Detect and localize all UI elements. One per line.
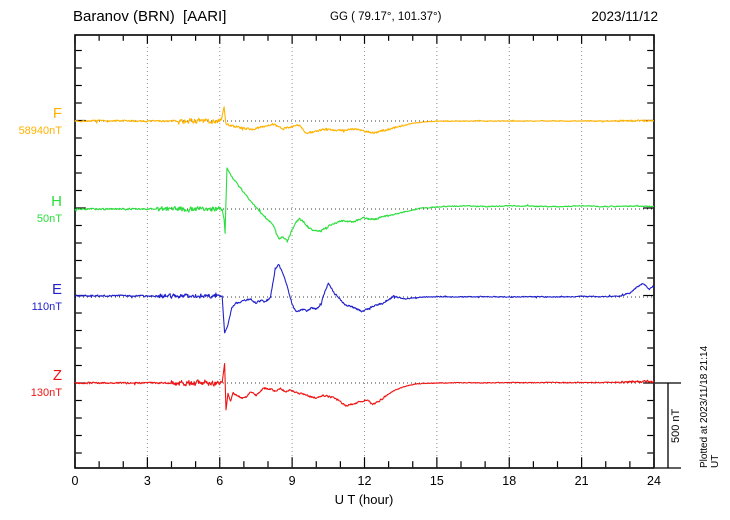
trace-amplitude-F: 58940nT bbox=[18, 125, 62, 137]
trace-F bbox=[74, 106, 655, 135]
geographic-coordinates: GG ( 79.17°, 101.37°) bbox=[330, 11, 442, 23]
x-tick-label-9: 9 bbox=[288, 474, 296, 488]
plot-frame bbox=[74, 34, 655, 469]
trace-letter-E: E bbox=[51, 281, 62, 298]
scale-bar-label: 500 nT bbox=[670, 408, 682, 444]
x-axis-title: U T (hour) bbox=[334, 492, 394, 507]
x-tick-label-12: 12 bbox=[357, 474, 372, 488]
x-tick-label-6: 6 bbox=[216, 474, 224, 488]
trace-letter-H: H bbox=[51, 193, 62, 210]
trace-H bbox=[74, 167, 655, 243]
x-tick-label-24: 24 bbox=[647, 474, 661, 488]
x-tick-label-3: 3 bbox=[143, 474, 151, 488]
trace-amplitude-H: 50nT bbox=[36, 213, 62, 225]
trace-amplitude-E: 110nT bbox=[31, 301, 62, 313]
trace-Z bbox=[74, 362, 655, 411]
plotted-at-note: Plotted at 2023/11/18 21:14 UT bbox=[699, 345, 721, 468]
trace-E bbox=[74, 263, 655, 334]
trace-letter-Z: Z bbox=[52, 367, 62, 384]
trace-letter-F: F bbox=[52, 105, 62, 122]
trace-amplitude-Z: 130nT bbox=[30, 387, 62, 399]
x-tick-label-0: 0 bbox=[71, 474, 79, 488]
plot-date: 2023/11/12 bbox=[591, 9, 658, 24]
x-tick-label-21: 21 bbox=[574, 474, 589, 488]
x-tick-label-18: 18 bbox=[502, 474, 517, 488]
x-tick-label-15: 15 bbox=[429, 474, 444, 488]
station-title: Baranov (BRN) [AARI] bbox=[73, 8, 227, 25]
